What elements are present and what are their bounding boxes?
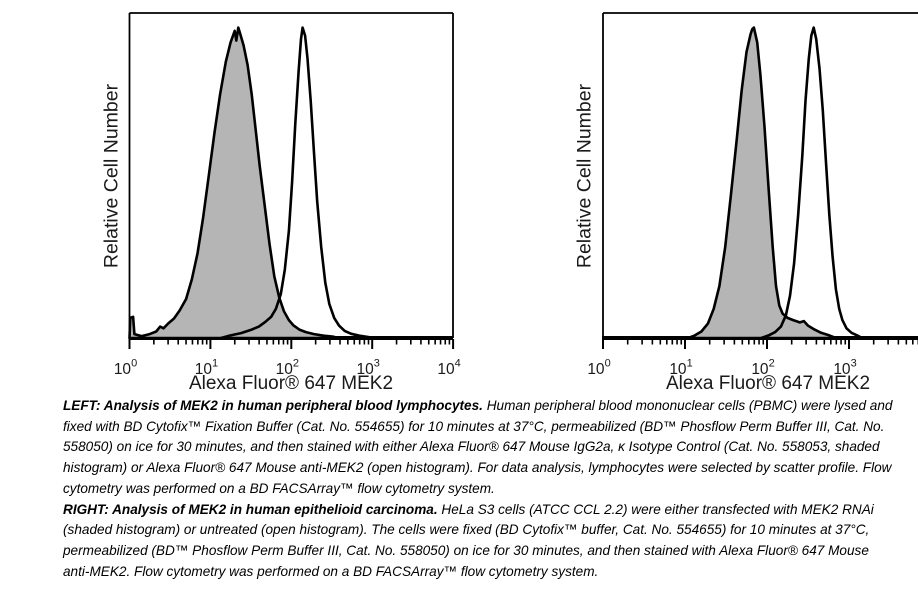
svg-text:100: 100 [114, 358, 137, 379]
caption-left-body: Human peripheral blood mononuclear cells… [63, 398, 893, 496]
svg-text:104: 104 [437, 358, 460, 379]
caption-right-lead: RIGHT: Analysis of MEK2 in human epithel… [63, 501, 438, 517]
caption-right-body: HeLa S3 cells (ATCC CCL 2.2) were either… [63, 501, 874, 579]
shaded-histogram [687, 26, 838, 340]
svg-text:100: 100 [587, 358, 610, 379]
right-histogram-plot: 100 101 102 103 [587, 12, 918, 379]
right-x-axis-title: Alexa Fluor® 647 MEK2 [665, 373, 871, 394]
caption-left-lead: LEFT: Analysis of MEK2 in human peripher… [63, 398, 483, 413]
left-histogram-plot: 100 101 102 103 104 [114, 12, 461, 379]
left-x-axis-title: Alexa Fluor® 647 MEK2 [188, 373, 394, 394]
figure-caption: LEFT: Analysis of MEK2 in human peripher… [63, 396, 896, 582]
caption-paragraph-right: RIGHT: Analysis of MEK2 in human epithel… [63, 500, 896, 583]
open-histogram [760, 26, 863, 340]
caption-paragraph-left: LEFT: Analysis of MEK2 in human peripher… [63, 396, 896, 500]
open-histogram [220, 26, 375, 340]
shaded-histogram [128, 26, 340, 340]
